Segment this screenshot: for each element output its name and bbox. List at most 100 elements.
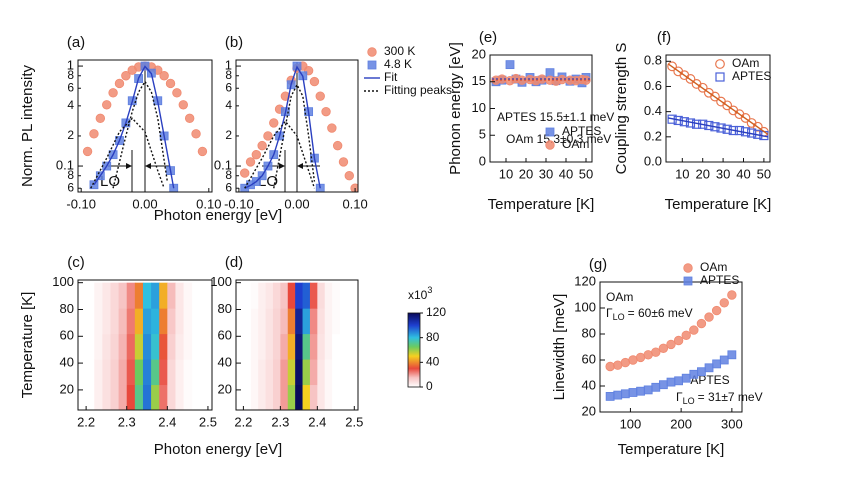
heat-cell — [258, 333, 267, 360]
y-tick-label: 100 — [574, 299, 596, 314]
x-tick-label: 0.10 — [342, 196, 367, 211]
heat-cell — [183, 282, 193, 309]
heat-cell — [94, 308, 103, 335]
heat-cell — [302, 359, 311, 386]
heat-cell — [258, 359, 267, 386]
y-tick-label: 8 — [225, 168, 232, 182]
point — [696, 318, 707, 329]
heat-cell — [295, 282, 304, 309]
y-tick-label: 0 — [479, 153, 486, 168]
heat-cell — [110, 384, 120, 410]
x-axis-label: Temperature [K] — [488, 196, 595, 213]
annotation: LO — [100, 173, 120, 190]
x-axis-label: Temperature [K] — [665, 196, 772, 213]
panel-label: (g) — [589, 256, 607, 273]
y-tick-label: 2 — [67, 128, 74, 142]
heat-cell — [250, 308, 259, 335]
y-tick-label: 8 — [67, 68, 74, 82]
heat-cell — [258, 384, 267, 410]
point — [704, 363, 714, 373]
heat-cell — [265, 308, 274, 335]
x-tick-label: 20 — [695, 166, 709, 181]
point — [620, 389, 630, 399]
heat-cell — [167, 333, 176, 360]
heat-cell — [134, 359, 144, 386]
legend-label: OAm — [700, 260, 727, 274]
point — [683, 276, 693, 286]
heat-cell — [151, 333, 160, 360]
heat-cell — [280, 384, 289, 410]
y-tick-label: 0.0 — [644, 153, 662, 168]
heat-cell — [167, 384, 176, 410]
point — [681, 330, 691, 341]
heat-cell — [280, 308, 289, 335]
fit-line — [93, 65, 175, 189]
point — [338, 157, 349, 167]
point — [685, 74, 696, 84]
point — [711, 305, 722, 316]
point — [184, 113, 195, 124]
heat-cell — [183, 359, 193, 386]
y-tick-label: 40 — [218, 355, 232, 370]
heat-cell — [102, 308, 111, 335]
point — [251, 149, 262, 160]
colorbar-tick-label: 120 — [426, 305, 446, 319]
heat-cell — [317, 308, 326, 335]
heat-cell — [102, 359, 111, 386]
plot-area — [94, 282, 193, 410]
heat-cell — [302, 384, 311, 410]
point — [673, 335, 684, 346]
point — [178, 100, 188, 110]
point — [257, 140, 267, 151]
colorbar-base: x10 — [408, 288, 428, 302]
fit-line — [244, 120, 316, 189]
heat-cell — [265, 359, 274, 386]
heat-cell — [142, 282, 152, 309]
heat-cell — [118, 359, 128, 386]
y-tick-label: 6 — [225, 180, 232, 194]
x-tick-label: 2.3 — [118, 414, 136, 429]
x-tick-label: 30 — [539, 166, 553, 181]
x-tick-label: 100 — [620, 416, 642, 431]
x-tick-label: 200 — [670, 416, 692, 431]
heat-cell — [280, 333, 289, 360]
legend-label: 4.8 K — [384, 57, 412, 71]
point — [108, 88, 118, 98]
y-axis-label: Temperature [K] — [19, 292, 36, 399]
heat-cell — [272, 282, 281, 309]
heat-cell — [102, 333, 111, 360]
point — [367, 60, 377, 70]
legend-label: Fitting peaks — [384, 83, 452, 97]
annotation: OAm — [606, 290, 633, 304]
heat-cell — [126, 384, 136, 410]
y-tick-label: 40 — [60, 355, 74, 370]
colorbar-exp: 3 — [427, 285, 432, 295]
heat-cell — [175, 282, 185, 309]
point — [636, 386, 645, 396]
x-axis-label: Photon energy [eV] — [154, 441, 282, 458]
plot-area — [82, 61, 208, 192]
point — [89, 129, 99, 139]
point — [121, 71, 131, 81]
heat-cell — [295, 308, 304, 335]
heat-cell — [272, 308, 281, 335]
heat-cell — [134, 282, 144, 309]
point — [727, 350, 737, 360]
heat-cell — [332, 333, 341, 360]
heat-cell — [126, 282, 136, 309]
point — [309, 76, 320, 87]
heat-cell — [302, 308, 311, 335]
annotation: APTES 15.5±1.1 meV — [497, 110, 614, 124]
y-tick-label: 4 — [225, 98, 232, 112]
y-tick-label: 0.8 — [644, 53, 662, 68]
fit-line — [112, 80, 169, 189]
point — [643, 385, 653, 395]
y-tick-label: 1 — [225, 58, 232, 73]
y-tick-label: 8 — [225, 68, 232, 82]
point — [114, 78, 125, 89]
point — [332, 140, 343, 151]
x-tick-label: 40 — [736, 166, 750, 181]
y-tick-label: 120 — [574, 273, 596, 288]
point — [280, 91, 291, 101]
